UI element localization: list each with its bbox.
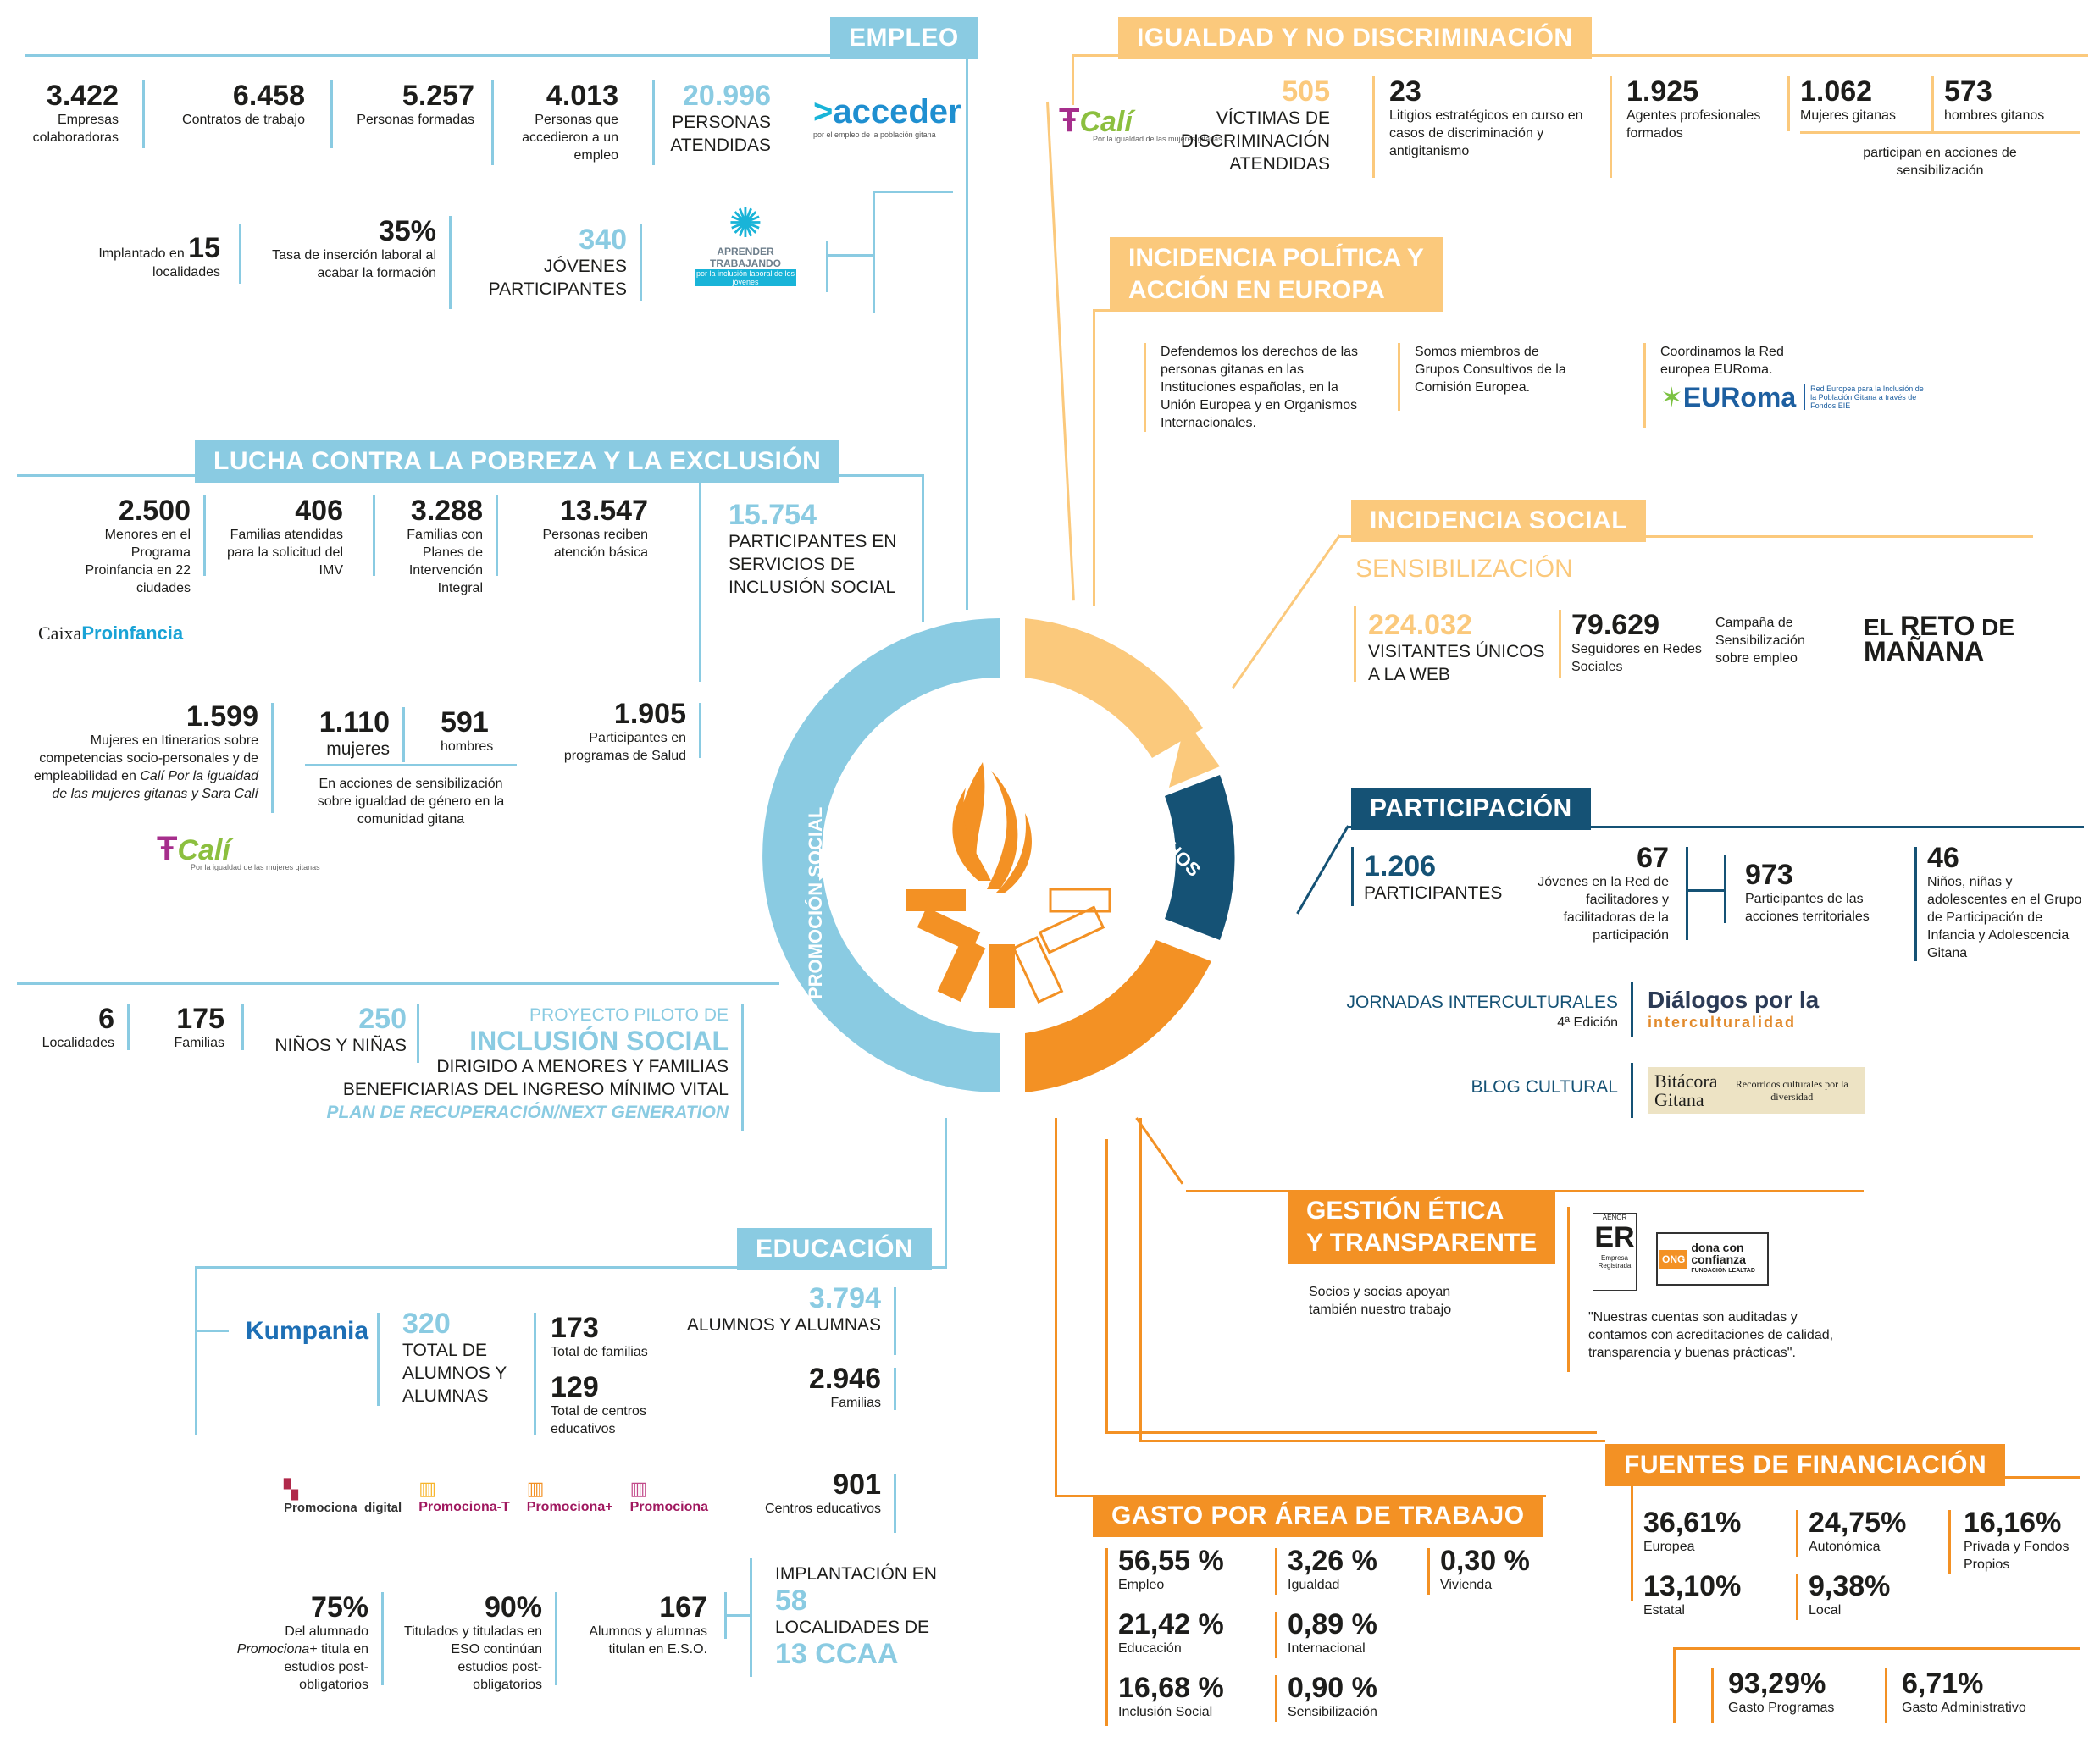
participan-sens: participan en acciones de sensibilizació… [1863, 146, 2017, 178]
litigios: 23 Litigios estratégicos en curso en cas… [1389, 75, 1583, 158]
visitantes: 224.032 VISITANTES ÚNICOS A LA WEB [1368, 609, 1545, 684]
promociona-167: 167 Alumnos y alumnas titulan en E.S.O. [589, 1591, 707, 1657]
fuente-autonomica: 24,75% Autonómica [1809, 1507, 1907, 1554]
empleo-stat-2: 6.458 Contratos de trabajo [182, 80, 305, 127]
educacion-title: EDUCACIÓN [737, 1228, 933, 1270]
fuente-local: 9,38% Local [1809, 1570, 1891, 1618]
acciones-territoriales: 973 Participantes de las acciones territ… [1745, 859, 1870, 924]
piloto-ninos: 250 NIÑOS Y NIÑAS [274, 1003, 407, 1055]
dialogos-logo: Diálogos por la interculturalidad [1648, 987, 1820, 1031]
pobreza-stat-1: 2.500 Menores en el Programa Proinfancia… [85, 495, 191, 595]
gasto-administrativo: 6,71% Gasto Administrativo [1902, 1668, 2026, 1715]
ong-confianza-logo: ONG dona con confianza FUNDACIÓN LEALTAD [1656, 1232, 1769, 1286]
pobreza-stat-4: 13.547 Personas reciben atención básica [542, 495, 648, 560]
reto-manana-logo: EL RETO DE MAÑANA [1864, 611, 2015, 667]
euroma-logo: ✶EURoma Red Europea para la Inclusión de… [1660, 381, 1931, 413]
promociona-90: 90% Titulados y tituladas en ESO continú… [403, 1591, 542, 1692]
piloto-texto: PROYECTO PILOTO DE INCLUSIÓN SOCIAL DIRI… [326, 1005, 729, 1122]
hombres-gitanos: 573 hombres gitanos [1944, 75, 2045, 123]
acceder-logo: >acceder por el empleo de la población g… [813, 93, 961, 139]
gasto-title: GASTO POR ÁREA DE TRABAJO [1093, 1495, 1543, 1537]
empleo-stat-4: 4.013 Personas que accedieron a un emple… [522, 80, 618, 163]
empleo-stat-5: 20.996 PERSONAS ATENDIDAS [670, 80, 771, 155]
aprender-trabajando-logo: ✺ APRENDER TRABAJANDO por la inclusión l… [695, 202, 796, 286]
igualdad-title: IGUALDAD Y NO DISCRIMINACIÓN [1118, 17, 1592, 59]
salud: 1.905 Participantes en programas de Salu… [563, 698, 686, 763]
red-facilitadores: 67 Jóvenes en la Red de facilitadores y … [1538, 842, 1669, 943]
incidencia-politica-title: INCIDENCIA POLÍTICA Y ACCIÓN EN EUROPA [1110, 237, 1443, 312]
gasto-inclusion: 16,68 % Inclusión Social [1118, 1672, 1224, 1719]
aenor-logo: AENOR ER Empresa Registrada [1593, 1213, 1637, 1291]
empleo-stat-3: 5.257 Personas formadas [357, 80, 474, 127]
sens-genero: En acciones de sensibilización sobre igu… [317, 777, 505, 827]
incidencia-t1: Defendemos los derechos de las personas … [1161, 345, 1359, 430]
gasto-programas: 93,29% Gasto Programas [1728, 1668, 1835, 1715]
gasto-internacional: 0,89 % Internacional [1288, 1608, 1377, 1656]
flame-icon [906, 762, 1111, 1008]
grupo-infancia: 46 Niños, niñas y adolescentes en el Gru… [1927, 842, 2082, 960]
mujeres-itinerarios: 1.599 Mujeres en Itinerarios sobre compe… [33, 700, 258, 801]
wheel-label-promocion: PROMOCIÓN SOCIAL [805, 806, 826, 999]
fuente-estatal: 13,10% Estatal [1643, 1570, 1742, 1618]
promociona-logos: ▚ Promociona_digital ▥ Promociona-T ▥ Promo… [284, 1478, 709, 1515]
fuentes-title: FUENTES DE FINANCIACIÓN [1605, 1444, 2006, 1486]
kumpania-alumnos: 320 TOTAL DE ALUMNOS Y ALUMNAS [402, 1308, 507, 1406]
participantes-total: 1.206 PARTICIPANTES [1364, 850, 1503, 903]
incidencia-t2: Somos miembros de Grupos Consultivos de … [1415, 345, 1566, 395]
total-familias: 2.946 Familias [808, 1363, 881, 1410]
piloto-localidades: 6 Localidades [42, 1003, 114, 1050]
jornadas: JORNADAS INTERCULTURALES 4ª Edición [1346, 993, 1619, 1030]
gasto-vivienda: 0,30 % Vivienda [1440, 1545, 1530, 1592]
kumpania-logo: Kumpania [246, 1317, 369, 1345]
caixa-proinfancia-logo: CaixaProinfancia [38, 622, 184, 644]
cali-logo-right: ŦCalí Por la igualdad de las mujeres git… [1059, 102, 1222, 143]
pobreza-title: LUCHA CONTRA LA POBREZA Y LA EXCLUSIÓN [195, 440, 840, 483]
promocion-segment [762, 618, 1000, 1092]
cuentas-quote: "Nuestras cuentas son auditadas y contam… [1588, 1310, 1834, 1360]
fuente-privada: 16,16% Privada y Fondos Propios [1964, 1507, 2070, 1572]
gasto-igualdad: 3,26 % Igualdad [1288, 1545, 1377, 1592]
total-alumnos: 3.794 ALUMNOS Y ALUMNAS [686, 1282, 881, 1335]
participacion-segment [1165, 775, 1235, 940]
pobreza-stat-3: 3.288 Familias con Planes de Intervenció… [407, 495, 483, 595]
empleo-stat-1: 3.422 Empresas colaboradoras [32, 80, 119, 145]
gasto-sensibilizacion: 0,90 % Sensibilización [1288, 1672, 1377, 1719]
incidencia-social-title: INCIDENCIA SOCIAL [1351, 500, 1647, 542]
mujeres-gitanas: 1.062 Mujeres gitanas [1800, 75, 1896, 123]
agentes: 1.925 Agentes profesionales formados [1626, 75, 1761, 141]
gasto-empleo: 56,55 % Empleo [1118, 1545, 1224, 1592]
total-centros: 901 Centros educativos [765, 1469, 881, 1516]
kumpania-centros: 129 Total de centros educativos [551, 1371, 646, 1436]
fuente-europea: 36,61% Europea [1643, 1507, 1742, 1554]
pobreza-stat-2: 406 Familias atendidas para la solicitud… [227, 495, 343, 578]
kumpania-familias: 173 Total de familias [551, 1312, 648, 1359]
empleo-title: EMPLEO [830, 17, 978, 59]
socios: Socios y socias apoyan también nuestro t… [1309, 1285, 1452, 1317]
defensa-segment [1025, 618, 1203, 758]
gasto-educacion: 21,42 % Educación [1118, 1608, 1224, 1656]
jovenes: 340 JÓVENES PARTICIPANTES [488, 224, 627, 299]
tasa-insercion: 35% Tasa de inserción laboral al acabar … [272, 215, 436, 280]
central-wheel [762, 618, 1235, 1092]
gestion-title: GESTIÓN ÉTICA Y TRANSPARENTE [1288, 1190, 1556, 1264]
seguidores: 79.629 Seguidores en Redes Sociales [1571, 609, 1702, 674]
implantacion: IMPLANTACIÓN EN 58 LOCALIDADES DE 13 CCA… [775, 1564, 937, 1670]
sensibilizacion-subtitle: SENSIBILIZACIÓN [1355, 555, 1573, 583]
participacion-title: PARTICIPACIÓN [1351, 788, 1591, 830]
campana: Campaña de Sensibilización sobre empleo [1715, 616, 1805, 666]
implantado: Implantado en 15 localidades [98, 232, 220, 279]
pobreza-total: 15.754 PARTICIPANTES EN SERVICIOS DE INC… [729, 499, 897, 597]
hombres-sens: 591 hombres [441, 706, 494, 754]
cali-logo-left: ŦCalí Por la igualdad de las mujeres git… [157, 830, 320, 871]
promociona-75: 75% Del alumnado Promociona+ titula en e… [236, 1591, 368, 1692]
piloto-familias: 175 Familias [174, 1003, 224, 1050]
victimas: 505 VÍCTIMAS DE DISCRIMINACIÓN ATENDIDAS [1180, 75, 1330, 174]
blog-cultural: BLOG CULTURAL [1471, 1077, 1619, 1097]
incidencia-t3: Coordinamos la Red europea EURoma. [1660, 345, 1784, 377]
bitacora-logo: Bitácora Gitana Recorridos culturales por… [1648, 1067, 1865, 1114]
sostenibilidad-segment [1025, 940, 1211, 1092]
mujeres-sens: 1.110 mujeres [319, 706, 390, 759]
